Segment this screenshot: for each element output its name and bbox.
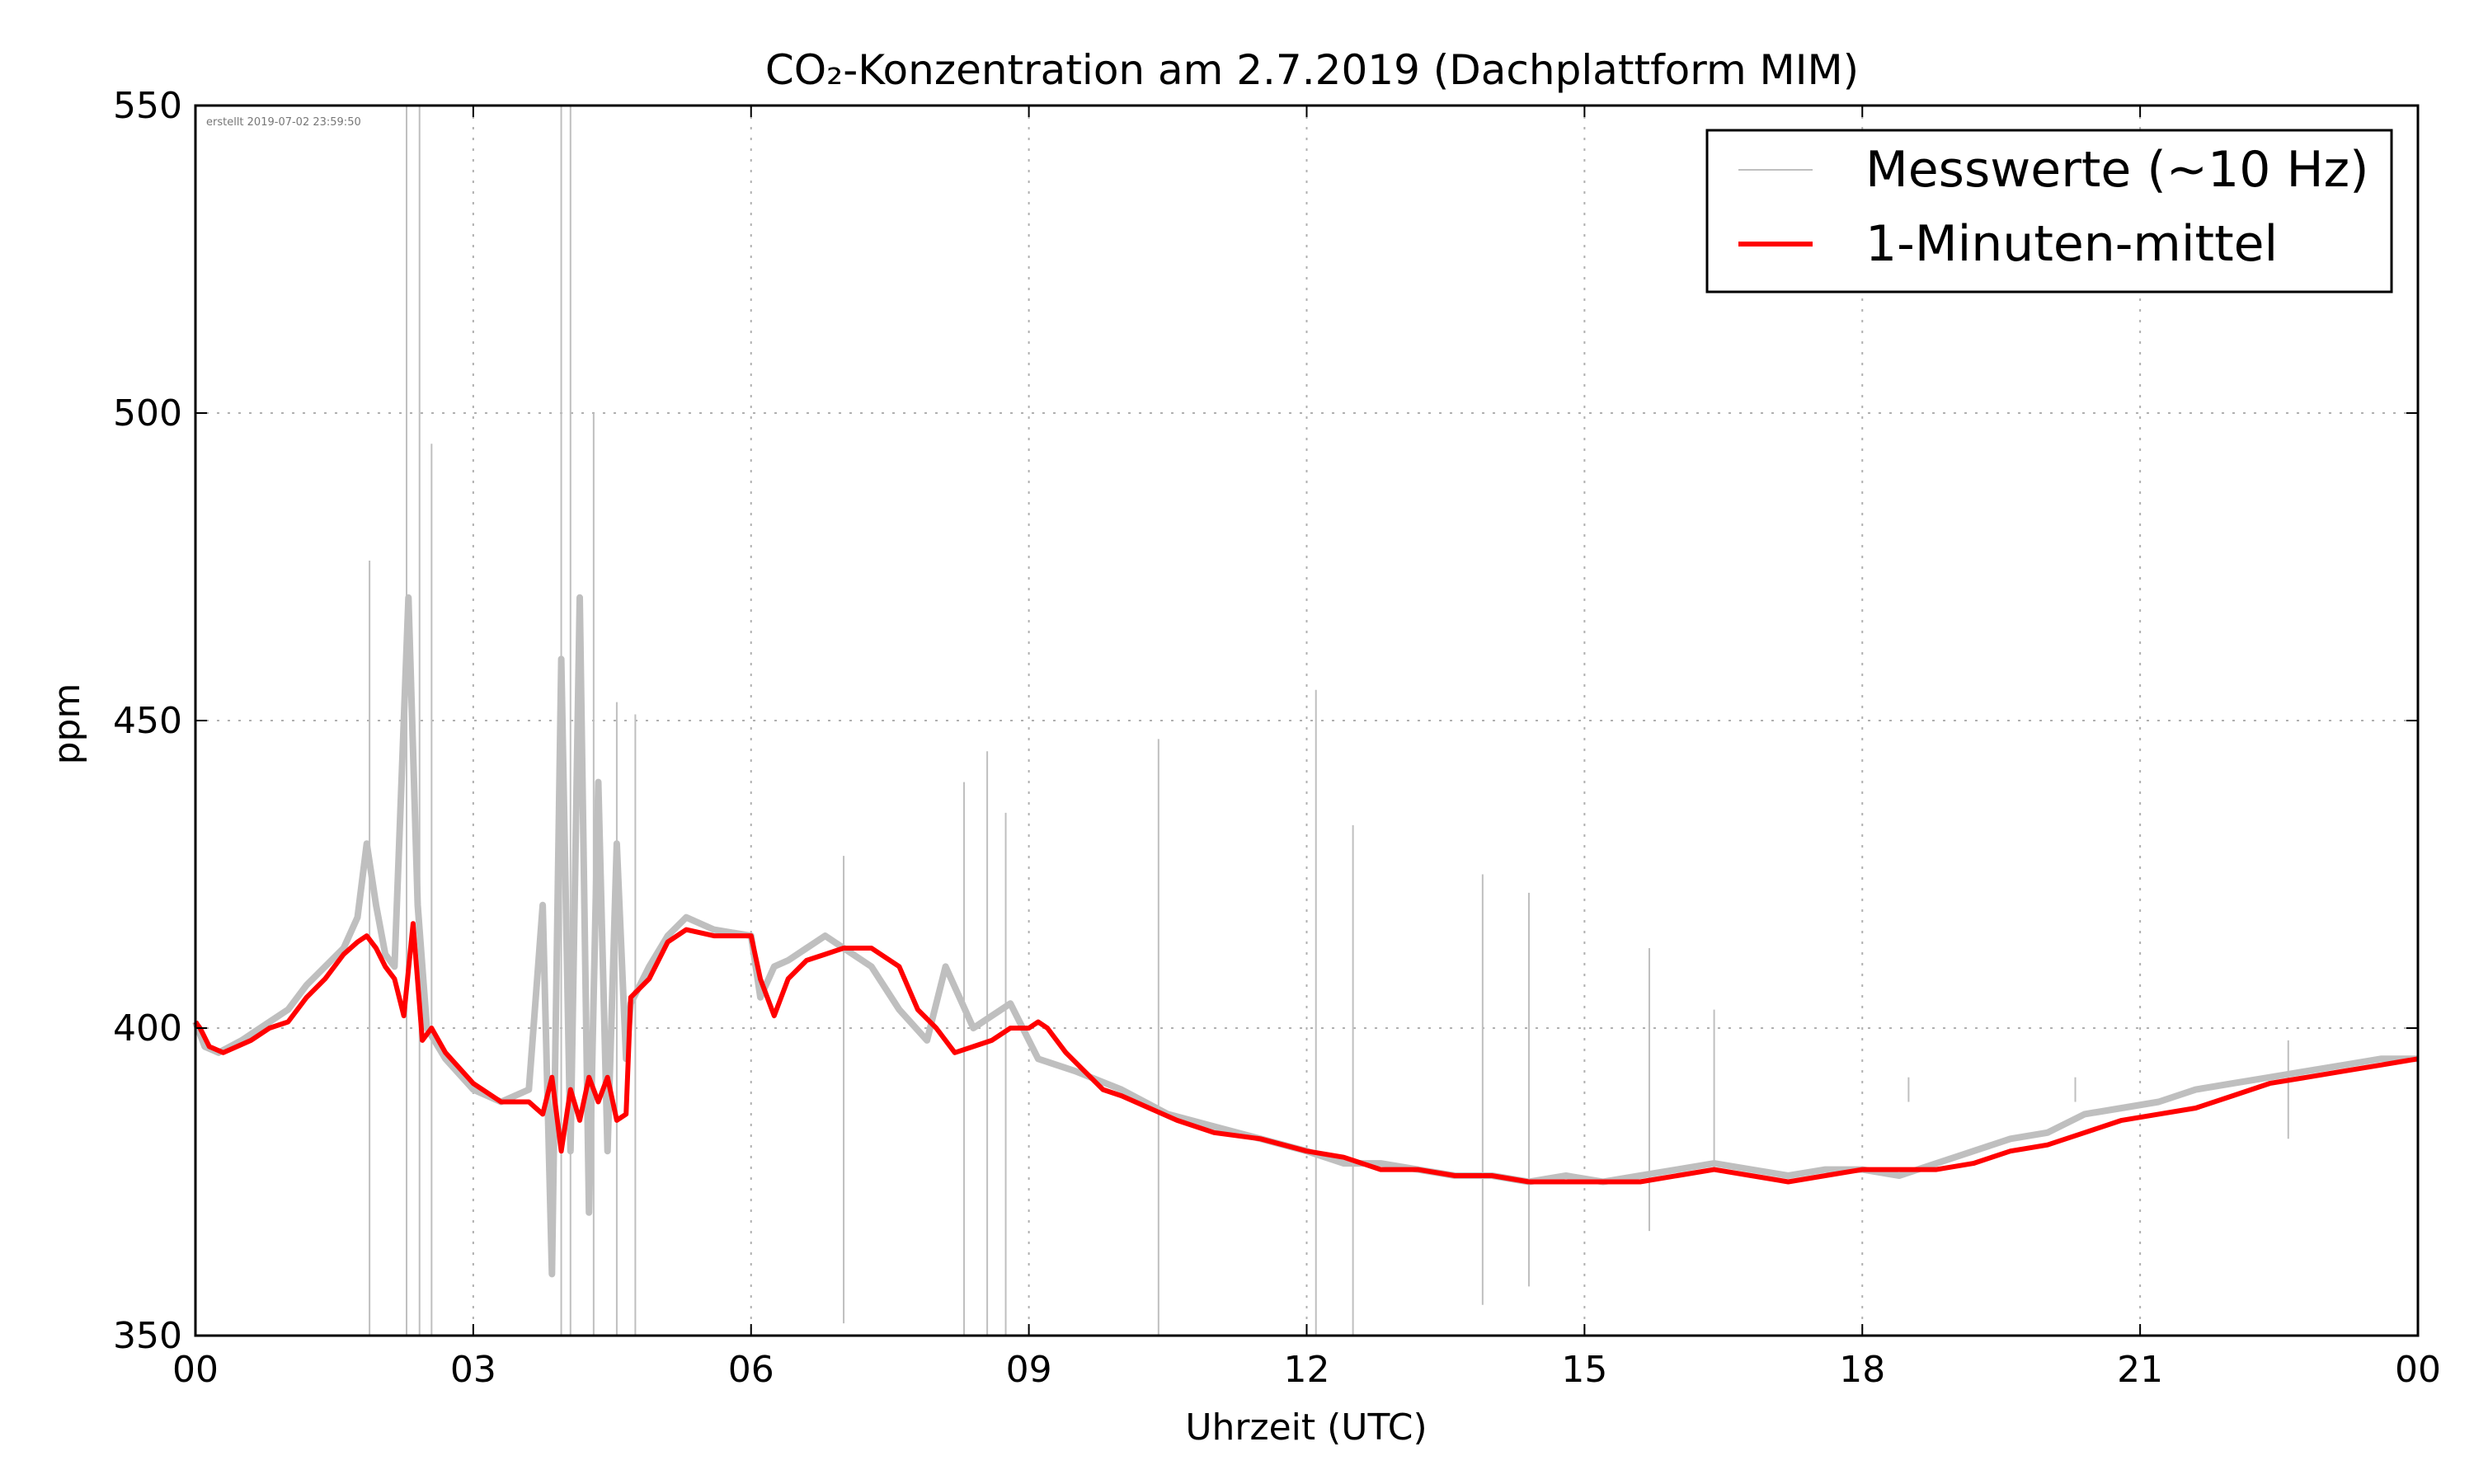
x-tick-label: 09 bbox=[1006, 1349, 1052, 1391]
y-tick-label: 500 bbox=[113, 392, 182, 434]
legend-box bbox=[1705, 129, 2393, 294]
legend-label-measurements: Messwerte (~10 Hz) bbox=[1865, 141, 2369, 199]
series-layer bbox=[192, 106, 2419, 1336]
y-axis-label: ppm bbox=[46, 683, 88, 765]
chart-title: CO₂-Konzentration am 2.7.2019 (Dachplatt… bbox=[765, 46, 1859, 94]
x-tick-label: 21 bbox=[2117, 1349, 2163, 1391]
y-tick-label: 550 bbox=[113, 85, 182, 127]
y-tick-label: 400 bbox=[113, 1007, 182, 1050]
annotation-created: erstellt 2019-07-02 23:59:50 bbox=[206, 116, 361, 129]
x-axis-label: Uhrzeit (UTC) bbox=[1185, 1407, 1427, 1449]
series-line-measurements bbox=[192, 594, 2418, 1278]
x-tick-label: 00 bbox=[2395, 1349, 2441, 1391]
legend: Messwerte (~10 Hz) 1-Minuten-mittel bbox=[1705, 129, 2393, 294]
grid bbox=[195, 106, 2418, 1336]
y-tick-label: 350 bbox=[113, 1315, 182, 1357]
x-tick-label: 03 bbox=[450, 1349, 496, 1391]
x-tick-label: 12 bbox=[1284, 1349, 1330, 1391]
x-tick-label: 06 bbox=[728, 1349, 774, 1391]
y-tick-label: 450 bbox=[113, 700, 182, 742]
x-tick-label: 15 bbox=[1561, 1349, 1607, 1391]
x-tick-label: 18 bbox=[1839, 1349, 1885, 1391]
series-line-minute-mean bbox=[193, 921, 2419, 1185]
x-tick-label: 00 bbox=[172, 1349, 219, 1391]
legend-label-minute-mean: 1-Minuten-mittel bbox=[1865, 215, 2278, 273]
